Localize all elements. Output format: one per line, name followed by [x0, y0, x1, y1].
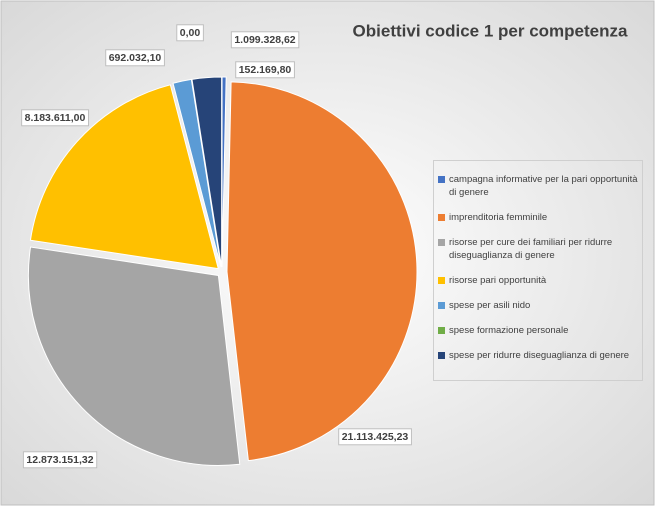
legend-swatch [438, 176, 445, 183]
data-labels: 152.169,80 21.113.425,23 12.873.151,32 8.18… [21, 24, 412, 469]
data-label: 152.169,80 [239, 64, 292, 76]
pie-slice [226, 81, 418, 462]
legend-item: spese per asili nido [438, 299, 638, 312]
data-label-box [176, 24, 204, 42]
chart-title: Obiettivi codice 1 per competenza [353, 21, 628, 40]
data-label-box [105, 49, 165, 67]
data-label: 1.099.328,62 [234, 34, 295, 46]
legend-swatch [438, 327, 445, 334]
data-label: 21.113.425,23 [342, 431, 409, 443]
data-label-box [230, 31, 300, 49]
data-label: 692.032,10 [109, 52, 162, 64]
legend-label: risorse per cure dei familiari per ridur… [449, 237, 613, 261]
legend-label: spese per ridurre diseguaglianza di gene… [449, 350, 630, 361]
legend-item: spese per ridurre diseguaglianza di gene… [438, 349, 638, 362]
data-label-box [338, 428, 412, 446]
pie-slice [29, 84, 219, 270]
legend-label: imprenditoria femminile [449, 212, 548, 223]
legend-label: risorse pari opportunità [449, 275, 547, 286]
legend-swatch [438, 277, 445, 284]
data-label: 12.873.151,32 [26, 454, 93, 466]
data-label-box [21, 109, 90, 127]
data-label-box [22, 451, 98, 469]
legend-item: spese formazione personale [438, 324, 638, 337]
legend-swatch [438, 302, 445, 309]
pie-slice [27, 246, 241, 466]
data-label: 8.183.611,00 [25, 112, 86, 124]
legend-swatch [438, 239, 445, 246]
data-label-box [235, 61, 295, 79]
pie-slice [191, 76, 223, 268]
legend-swatch [438, 214, 445, 221]
legend-label: spese per asili nido [449, 300, 531, 311]
legend-item: imprenditoria femminile [438, 211, 638, 224]
legend-swatch [438, 352, 445, 359]
pie [27, 76, 418, 466]
legend-item: campagna informative per la pari opportu… [438, 173, 638, 199]
legend-label: campagna informative per la pari opportu… [449, 174, 638, 198]
legend-label: spese formazione personale [449, 325, 569, 336]
legend-item: risorse pari opportunità [438, 274, 638, 287]
data-label: 0,00 [180, 27, 201, 39]
legend-item: risorse per cure dei familiari per ridur… [438, 236, 638, 262]
legend: campagna informative per la pari opportu… [433, 160, 643, 381]
